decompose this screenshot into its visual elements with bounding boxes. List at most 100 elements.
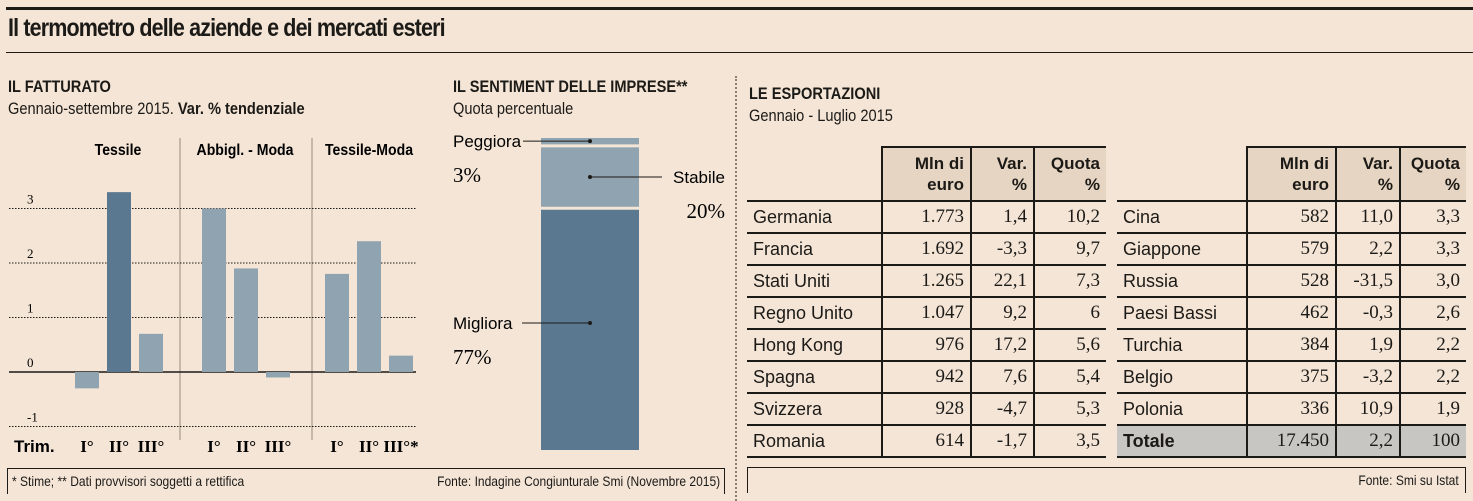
cell-country: Francia <box>747 233 882 266</box>
cell-var: 7,6 <box>970 361 1034 394</box>
cell-country: Hong Kong <box>747 329 882 362</box>
cell-var: 1,4 <box>970 201 1034 234</box>
cell-var: -3,2 <box>1335 361 1400 394</box>
table-row: Paesi Bassi 462 -0,3 2,6 <box>1117 297 1466 330</box>
label-stabile: Stabile <box>673 168 725 187</box>
cell-mln: 336 <box>1246 393 1336 426</box>
cell-country: Regno Unito <box>747 297 882 330</box>
trim-label: Trim. <box>14 437 55 456</box>
cell-quota: 10,2 <box>1033 201 1106 234</box>
group-label: Abbigl. - Moda <box>197 141 295 159</box>
y-tick-label: 0 <box>27 355 34 370</box>
total-var: 2,2 <box>1335 425 1400 458</box>
cell-var: -31,5 <box>1335 265 1400 298</box>
y-tick-label: 3 <box>27 192 34 207</box>
cell-quota: 2,6 <box>1399 297 1466 330</box>
col-mln: Mln di euro <box>881 146 971 202</box>
cell-var: 11,0 <box>1335 201 1400 234</box>
total-mln: 17.450 <box>1246 425 1336 458</box>
esportazioni-heading: LE ESPORTAZIONI <box>749 84 881 103</box>
cell-mln: 942 <box>881 361 971 394</box>
bar-tessile-moda-1 <box>325 273 349 372</box>
footer-right: Fonte: Smi su Istat <box>747 467 1466 493</box>
cell-quota: 3,3 <box>1399 201 1466 234</box>
cell-mln: 1.692 <box>881 233 971 266</box>
leader-dot <box>588 175 592 180</box>
fatturato-labels: Tessile I° II° III° Abbigl. - Moda I° II° III° T… <box>14 141 419 456</box>
leader-dot <box>588 321 592 325</box>
cell-country: Turchia <box>1117 329 1247 362</box>
cell-var: 10,9 <box>1335 393 1400 426</box>
cell-quota: 2,2 <box>1399 361 1466 394</box>
fatturato-subtitle-plain: Gennaio-settembre 2015. <box>8 99 178 118</box>
col-quota: Quota% <box>1399 146 1466 202</box>
cell-country: Spagna <box>747 361 882 394</box>
table-row: Svizzera 928 -4,7 5,3 <box>747 393 1106 426</box>
exports-table-left: Mln di euro Var.% Quota% Germania 1.773 1,4… <box>747 146 1106 458</box>
table-row: Turchia 384 1,9 2,2 <box>1117 329 1466 362</box>
bar-tessile-moda-3 <box>389 355 413 372</box>
value-migliora: 77% <box>453 345 492 369</box>
cell-quota: 7,3 <box>1033 265 1106 298</box>
x-tick-label: II° <box>359 437 379 456</box>
cell-quota: 3,0 <box>1399 265 1466 298</box>
x-tick-label: I° <box>80 437 93 456</box>
x-tick-label: I° <box>207 437 220 456</box>
total-country: Totale <box>1117 425 1247 458</box>
cell-var: -4,7 <box>970 393 1034 426</box>
value-stabile: 20% <box>687 199 726 223</box>
footnote: * Stime; ** Dati provvisori soggetti a r… <box>12 473 245 489</box>
cell-country: Belgio <box>1117 361 1247 394</box>
fatturato-bars <box>75 192 413 389</box>
table-row: Romania 614 -1,7 3,5 <box>747 425 1106 458</box>
leader-dot <box>588 139 592 144</box>
segment-migliora <box>541 209 639 450</box>
total-row: Totale 17.450 2,2 100 <box>1117 425 1466 458</box>
table-row: Cina 582 11,0 3,3 <box>1117 201 1466 234</box>
top-rule <box>6 7 1473 10</box>
cell-quota: 3,3 <box>1399 233 1466 266</box>
cell-mln: 976 <box>881 329 971 362</box>
cell-mln: 582 <box>1246 201 1336 234</box>
col-var: Var.% <box>970 146 1034 202</box>
cell-country: Svizzera <box>747 393 882 426</box>
cell-country: Russia <box>1117 265 1247 298</box>
exports-table-right: Mln di euro Var.% Quota% Cina 582 11,0 3,3 Gi… <box>1117 146 1466 458</box>
cell-country: Romania <box>747 425 882 458</box>
sentiment-heading: IL SENTIMENT DELLE IMPRESE** <box>453 77 688 96</box>
y-tick-label: 2 <box>27 246 34 261</box>
title-rule <box>6 52 1473 53</box>
x-tick-label: III° <box>138 437 165 456</box>
cell-country: Polonia <box>1117 393 1247 426</box>
bar-abbigl-moda-2 <box>234 268 258 372</box>
cell-var: 1,9 <box>1335 329 1400 362</box>
cell-mln: 528 <box>1246 265 1336 298</box>
cell-mln: 1.773 <box>881 201 971 234</box>
table-row: Germania 1.773 1,4 10,2 <box>747 201 1106 234</box>
esportazioni-subtitle: Gennaio - Luglio 2015 <box>749 106 893 125</box>
table-header: Mln di euro Var.% Quota% <box>1117 146 1466 202</box>
page-title: Il termometro delle aziende e dei mercat… <box>8 14 446 42</box>
x-tick-label: II° <box>109 437 129 456</box>
cell-quota: 6 <box>1033 297 1106 330</box>
table-row: Stati Uniti 1.265 22,1 7,3 <box>747 265 1106 298</box>
col-mln: Mln di euro <box>1246 146 1336 202</box>
cell-country: Germania <box>747 201 882 234</box>
cell-var: 2,2 <box>1335 233 1400 266</box>
cell-var: 17,2 <box>970 329 1034 362</box>
cell-quota: 5,6 <box>1033 329 1106 362</box>
x-tick-label: II° <box>236 437 256 456</box>
fatturato-chart: 3 2 1 0 -1 Tessile I° II° III° Abbigl. - Moda I° I… <box>9 138 419 456</box>
bar-tessile-3 <box>139 333 163 372</box>
section-divider <box>735 76 737 501</box>
fatturato-subtitle: Gennaio-settembre 2015. Var. % tendenzia… <box>8 99 305 119</box>
total-quota: 100 <box>1399 425 1466 458</box>
table-row: Spagna 942 7,6 5,4 <box>747 361 1106 394</box>
label-peggiora: Peggiora <box>453 132 522 151</box>
cell-country: Cina <box>1117 201 1247 234</box>
table-row: Regno Unito 1.047 9,2 6 <box>747 297 1106 330</box>
sentiment-subtitle: Quota percentuale <box>453 99 574 118</box>
x-tick-label: I° <box>330 437 343 456</box>
bar-tessile-moda-2 <box>357 241 381 372</box>
table-header: Mln di euro Var.% Quota% <box>747 146 1106 202</box>
